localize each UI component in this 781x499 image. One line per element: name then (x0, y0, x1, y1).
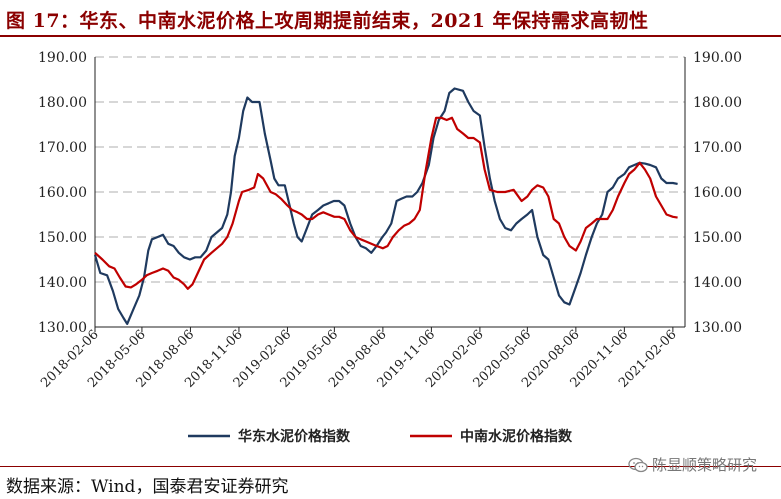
legend-label: 中南水泥价格指数 (460, 428, 573, 445)
line-chart: 130.00 130.00 140.00 140.00 150.00 150.00 160.… (38, 50, 742, 445)
y-tick-label-left: 130.00 (38, 320, 87, 336)
source-note: 数据来源：Wind，国泰君安证券研究 (6, 477, 289, 497)
y-tick-label-left: 150.00 (38, 230, 87, 246)
y-tick-label-left: 170.00 (38, 140, 87, 156)
title-divider (0, 35, 781, 37)
watermark: 陈显顺策略研究 (628, 454, 757, 475)
y-tick-label-left: 180.00 (38, 95, 87, 111)
figure-title: 图 17：华东、中南水泥价格上攻周期提前结束，2021 年保持需求高韧性 (6, 10, 649, 32)
source-divider (0, 466, 781, 467)
y-tick-label-left: 190.00 (38, 50, 87, 66)
y-tick-label-right: 150.00 (693, 230, 742, 246)
y-tick-label-right: 180.00 (693, 95, 742, 111)
y-tick-label-right: 140.00 (693, 275, 742, 291)
y-tick-label-right: 190.00 (693, 50, 742, 66)
y-tick-label-left: 160.00 (38, 185, 87, 201)
series-line-central (94, 116, 678, 290)
legend-label: 华东水泥价格指数 (238, 428, 351, 445)
watermark-text: 陈显顺策略研究 (651, 456, 757, 474)
y-tick-label-right: 170.00 (693, 140, 742, 156)
y-tick-label-left: 140.00 (38, 275, 87, 291)
y-tick-label-right: 130.00 (693, 320, 742, 336)
series-line-east (93, 87, 678, 325)
y-tick-label-right: 160.00 (693, 185, 742, 201)
figure-header: 图 17：华东、中南水泥价格上攻周期提前结束，2021 年保持需求高韧性 (0, 0, 781, 37)
wechat-icon (628, 457, 648, 473)
